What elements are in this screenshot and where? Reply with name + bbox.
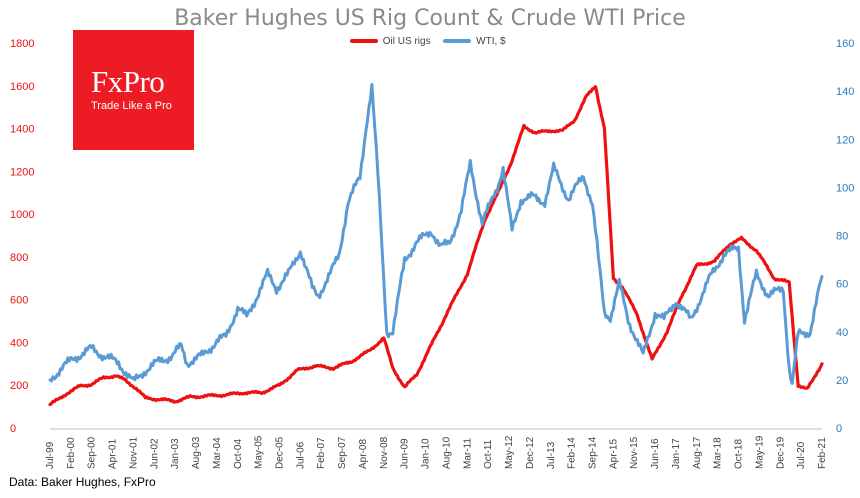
x-tick-label: Dec-19 bbox=[775, 436, 786, 469]
chart-title: Baker Hughes US Rig Count & Crude WTI Pr… bbox=[174, 6, 686, 31]
y-left-tick-label: 1200 bbox=[10, 166, 34, 178]
x-axis: Jul-99 Feb-00 Sep-00 Apr-01 Nov-01 Jun-02 Jan-… bbox=[45, 428, 828, 469]
x-tick-label: Feb-07 bbox=[316, 437, 327, 469]
x-tick-label: Feb-00 bbox=[66, 437, 77, 469]
x-tick-label: May-12 bbox=[504, 435, 515, 469]
x-tick-label: Jan-17 bbox=[671, 438, 682, 469]
x-tick-label: Apr-15 bbox=[608, 439, 619, 469]
x-tick-label: Apr-01 bbox=[108, 439, 119, 469]
x-tick-label: Oct-18 bbox=[734, 439, 745, 469]
x-tick-label: Nov-08 bbox=[379, 436, 390, 469]
y-left-tick-label: 400 bbox=[10, 337, 28, 349]
x-tick-label: Jun-16 bbox=[650, 438, 661, 469]
x-tick-label: Jan-10 bbox=[421, 438, 432, 469]
legend-item-oil-rigs: Oil US rigs bbox=[350, 36, 431, 47]
series-lines bbox=[48, 83, 824, 407]
legend-label-wti: WTI, $ bbox=[476, 36, 506, 47]
series-line-wti bbox=[48, 83, 824, 385]
y-right-tick-label: 120 bbox=[836, 134, 854, 146]
x-tick-label: Dec-12 bbox=[525, 436, 536, 469]
y-axis-right: 0 20 40 60 80 100 120 140 160 bbox=[836, 38, 854, 435]
x-tick-label: Dec-05 bbox=[275, 436, 286, 469]
y-right-tick-label: 40 bbox=[836, 327, 848, 339]
legend-item-wti: WTI, $ bbox=[443, 36, 506, 47]
x-tick-label: Aug-17 bbox=[692, 436, 703, 469]
x-tick-label: Jul-06 bbox=[295, 441, 306, 469]
x-tick-label: Jul-99 bbox=[45, 441, 56, 469]
x-tick-label: Mar-18 bbox=[713, 437, 724, 469]
y-left-tick-label: 1800 bbox=[10, 38, 34, 50]
x-tick-label: Jul-20 bbox=[796, 441, 807, 469]
x-tick-label: Jun-02 bbox=[149, 438, 160, 469]
x-tick-label: Jun-09 bbox=[400, 438, 411, 469]
y-right-tick-label: 100 bbox=[836, 182, 854, 194]
y-left-tick-label: 200 bbox=[10, 380, 28, 392]
x-tick-label: Sep-00 bbox=[87, 436, 98, 469]
logo-name: FxPro bbox=[91, 64, 165, 99]
y-left-tick-label: 1400 bbox=[10, 124, 34, 136]
y-left-tick-label: 1000 bbox=[10, 209, 34, 221]
legend-swatch-oil-rigs bbox=[350, 39, 378, 44]
x-tick-label: Mar-11 bbox=[462, 438, 473, 469]
x-tick-label: Jan-03 bbox=[170, 438, 181, 469]
x-tick-label: May-19 bbox=[754, 435, 765, 469]
y-right-tick-label: 60 bbox=[836, 279, 848, 291]
fxpro-logo: FxPro Trade Like a Pro bbox=[73, 30, 194, 150]
y-right-tick-label: 20 bbox=[836, 375, 848, 387]
x-tick-label: Nov-15 bbox=[629, 436, 640, 469]
x-tick-label: Feb-21 bbox=[817, 437, 828, 469]
y-right-tick-label: 0 bbox=[836, 423, 842, 435]
x-tick-label: Aug-10 bbox=[441, 436, 452, 469]
x-tick-label: Mar-04 bbox=[212, 437, 223, 469]
legend: Oil US rigs WTI, $ bbox=[350, 36, 516, 47]
data-source-note: Data: Baker Hughes, FxPro bbox=[9, 475, 156, 489]
x-tick-label: Oct-11 bbox=[483, 439, 494, 469]
x-tick-label: Oct-04 bbox=[233, 439, 244, 469]
y-axis-left: 0 200 400 600 800 1000 1200 1400 1600 1800 bbox=[10, 38, 34, 435]
x-tick-label: Jul-13 bbox=[546, 441, 557, 469]
x-tick-label: Feb-14 bbox=[567, 437, 578, 469]
x-tick-label: Sep-14 bbox=[587, 436, 598, 469]
legend-label-oil-rigs: Oil US rigs bbox=[382, 36, 431, 47]
y-left-tick-label: 800 bbox=[10, 252, 28, 264]
y-right-tick-label: 160 bbox=[836, 38, 854, 50]
logo-tagline: Trade Like a Pro bbox=[91, 100, 172, 112]
x-tick-label: Sep-07 bbox=[337, 436, 348, 469]
y-right-tick-label: 80 bbox=[836, 231, 848, 243]
y-left-tick-label: 1600 bbox=[10, 81, 34, 93]
x-tick-label: Aug-03 bbox=[191, 436, 202, 469]
legend-swatch-wti bbox=[443, 39, 472, 44]
y-left-tick-label: 0 bbox=[10, 423, 16, 435]
x-tick-label: Nov-01 bbox=[128, 436, 139, 469]
y-left-tick-label: 600 bbox=[10, 295, 28, 307]
series-line-oil-rigs bbox=[48, 85, 824, 407]
x-tick-label: Apr-08 bbox=[358, 439, 369, 469]
y-right-tick-label: 140 bbox=[836, 86, 854, 98]
x-tick-label: May-05 bbox=[254, 435, 265, 469]
